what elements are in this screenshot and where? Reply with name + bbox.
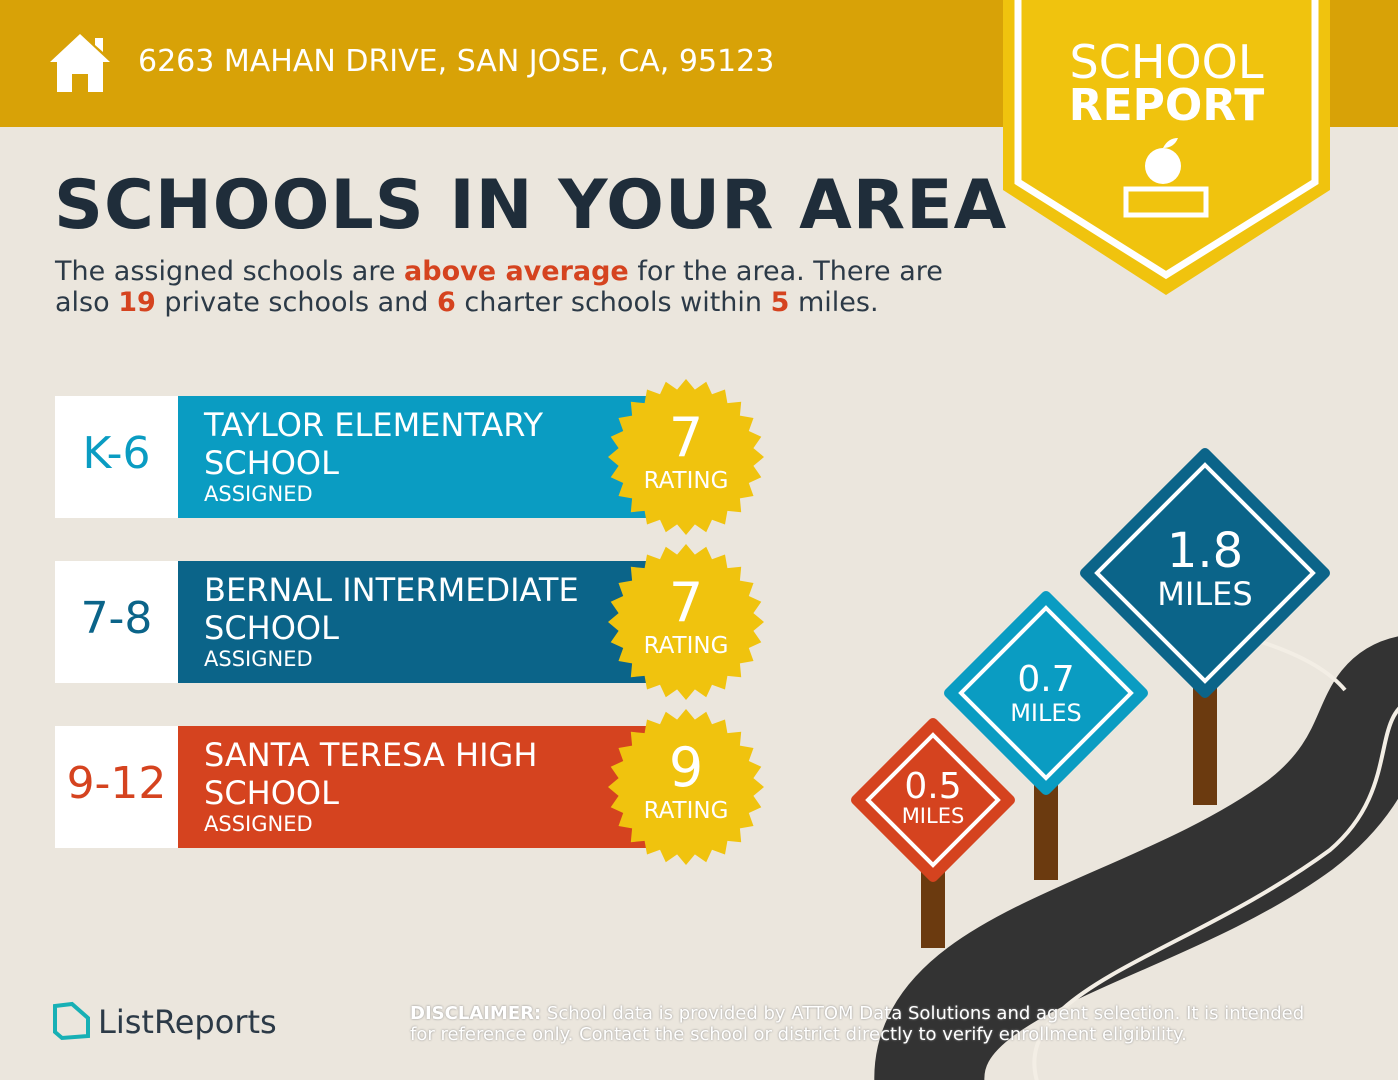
sign-distance: 0.7 xyxy=(1017,659,1075,700)
summary: The assigned schools are above average f… xyxy=(55,256,975,318)
house-icon xyxy=(50,34,110,92)
sign-distance: 0.5 xyxy=(904,766,962,807)
summary-highlight: 19 xyxy=(118,287,156,318)
badge-top: SCHOOL xyxy=(1069,35,1264,89)
school-status: ASSIGNED xyxy=(204,482,313,506)
rating-label: RATING xyxy=(643,798,729,824)
address: 6263 MAHAN DRIVE, SAN JOSE, CA, 95123 xyxy=(138,44,775,79)
disclaimer: DISCLAIMER: School data is provided by A… xyxy=(410,1003,1330,1045)
book-icon xyxy=(1123,186,1209,218)
summary-text: charter schools within xyxy=(455,287,771,318)
summary-text: for the area. There are also xyxy=(55,256,943,318)
sign-border xyxy=(958,605,1134,781)
grades: 9-12 xyxy=(66,758,167,809)
title: SCHOOLS IN YOUR AREA xyxy=(54,166,1008,245)
summary-text: The assigned schools are xyxy=(55,256,405,287)
summary-highlight: 6 xyxy=(437,287,456,318)
sign xyxy=(851,718,1015,882)
sign-distance: 1.8 xyxy=(1166,523,1244,579)
sign-unit: MILES xyxy=(1010,699,1082,727)
school-name: BERNAL INTERMEDIATE SCHOOL xyxy=(204,571,579,647)
road-line xyxy=(1032,706,1398,1080)
grade-box xyxy=(55,726,178,848)
school-bar xyxy=(178,396,658,518)
school-bar xyxy=(178,726,658,848)
badge-outline xyxy=(1014,0,1319,280)
apple-icon xyxy=(1145,148,1181,184)
grade-box xyxy=(55,396,178,518)
brand: ListReports xyxy=(98,1003,277,1041)
summary-text: private schools and xyxy=(155,287,438,318)
rating-seal xyxy=(608,379,764,535)
grades: 7-8 xyxy=(80,593,153,644)
summary-highlight: above average xyxy=(404,256,629,287)
grades: K-6 xyxy=(82,428,151,479)
summary-text: miles. xyxy=(789,287,879,318)
rating: 9 xyxy=(668,736,704,799)
school-status: ASSIGNED xyxy=(204,647,313,671)
badge-bottom: REPORT xyxy=(1068,80,1265,131)
logo-icon xyxy=(53,1001,90,1041)
apple-leaf xyxy=(1163,138,1178,148)
disclaimer-text: School data is provided by ATTOM Data So… xyxy=(410,1003,1305,1045)
sign-unit: MILES xyxy=(1157,575,1253,613)
rating: 7 xyxy=(668,571,704,634)
sign-unit: MILES xyxy=(901,804,965,828)
school-name: TAYLOR ELEMENTARY SCHOOL xyxy=(204,406,544,482)
sign-border xyxy=(865,732,1001,868)
rating-label: RATING xyxy=(643,468,729,494)
sign-border xyxy=(1094,462,1316,684)
sign xyxy=(944,591,1148,795)
school-name: SANTA TERESA HIGH SCHOOL xyxy=(204,736,538,812)
rating-seal xyxy=(608,709,764,865)
rating: 7 xyxy=(668,406,704,469)
school-status: ASSIGNED xyxy=(204,812,313,836)
grade-box xyxy=(55,561,178,683)
sign xyxy=(1080,448,1330,698)
school-bar xyxy=(178,561,658,683)
rating-label: RATING xyxy=(643,633,729,659)
road-line xyxy=(1254,638,1347,692)
disclaimer-label: DISCLAIMER: xyxy=(410,1003,542,1024)
road xyxy=(874,637,1398,1080)
summary-highlight: 5 xyxy=(770,287,790,318)
rating-seal xyxy=(608,544,764,700)
